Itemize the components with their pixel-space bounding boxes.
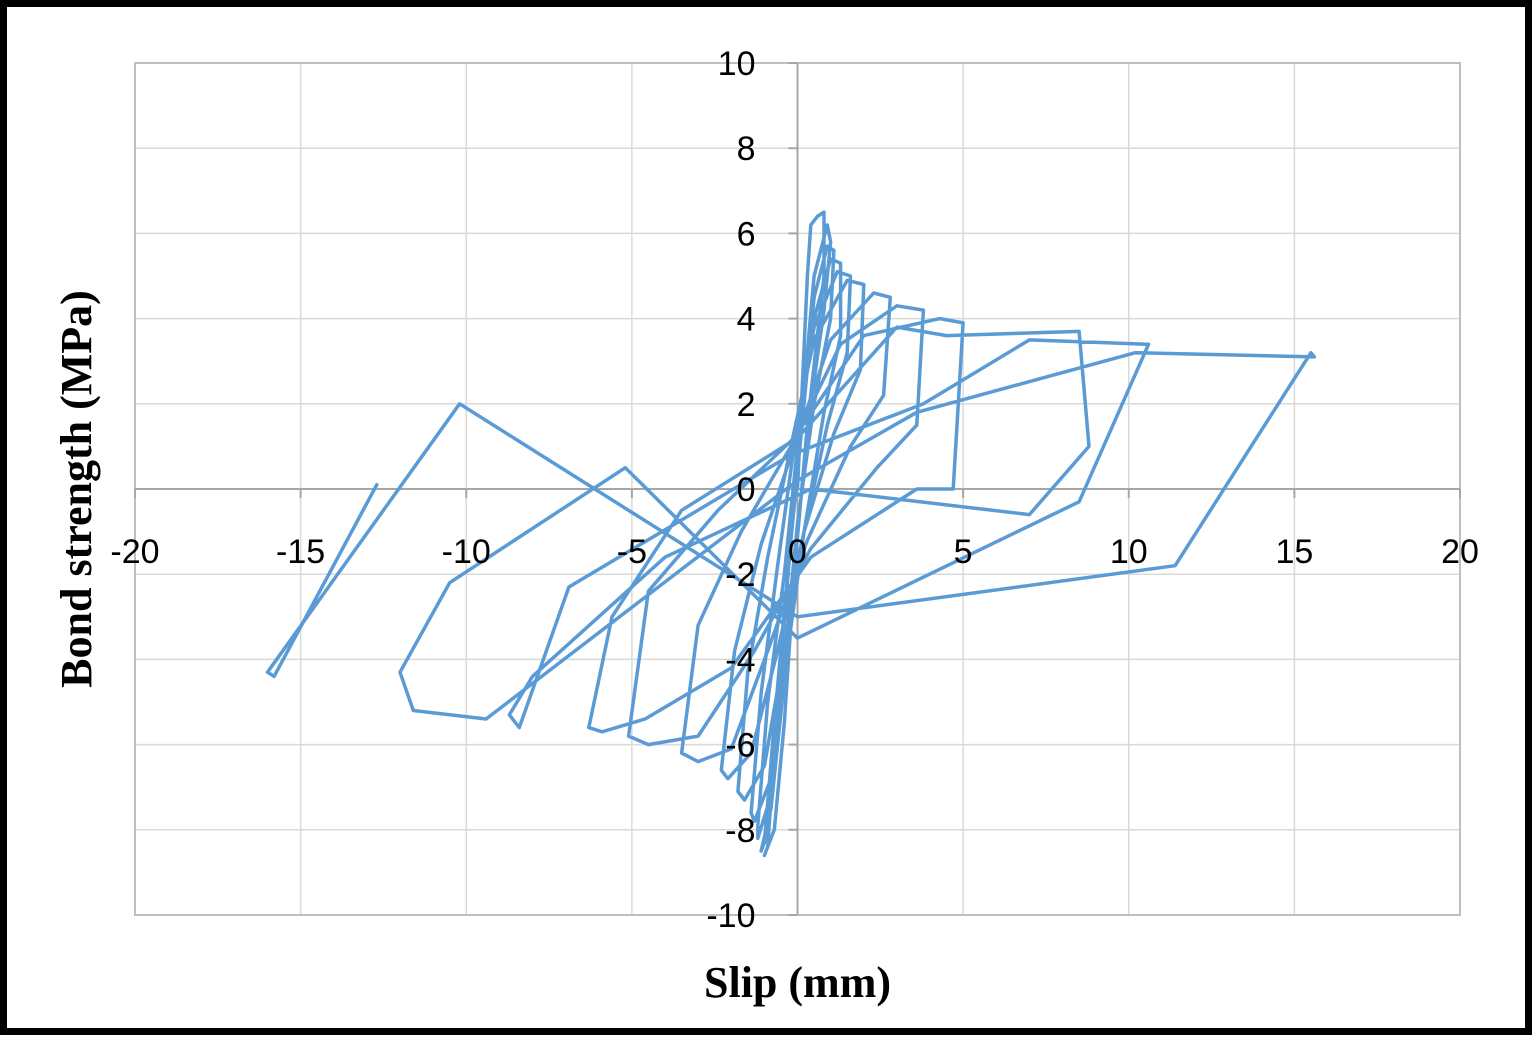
x-tick-label: -15 xyxy=(276,533,325,571)
x-tick-label: -20 xyxy=(110,533,159,571)
x-tick-label: 0 xyxy=(788,533,807,571)
y-tick-label: 6 xyxy=(737,215,756,253)
series-layer xyxy=(265,210,1317,858)
x-axis-title: Slip (mm) xyxy=(704,958,891,1007)
y-tick-label: -2 xyxy=(725,556,755,594)
x-tick-label: 20 xyxy=(1441,533,1479,571)
series-line-0 xyxy=(265,210,1317,858)
y-tick-label: -6 xyxy=(725,727,755,765)
x-tick-label: -10 xyxy=(442,533,491,571)
y-tick-label: 8 xyxy=(737,130,756,168)
y-tick-label: -10 xyxy=(706,897,755,935)
y-tick-label: -8 xyxy=(725,812,755,850)
x-tick-label: 15 xyxy=(1275,533,1313,571)
y-tick-label: 10 xyxy=(718,45,756,83)
x-tick-label: 10 xyxy=(1110,533,1148,571)
x-tick-label: 5 xyxy=(954,533,973,571)
y-tick-label: -4 xyxy=(725,641,755,679)
y-tick-label: 2 xyxy=(737,386,756,424)
x-tick-label: -5 xyxy=(617,533,647,571)
y-axis-title: Bond strength (MPa) xyxy=(52,290,101,688)
y-tick-label: 0 xyxy=(737,471,756,509)
y-tick-label: 4 xyxy=(737,301,756,339)
